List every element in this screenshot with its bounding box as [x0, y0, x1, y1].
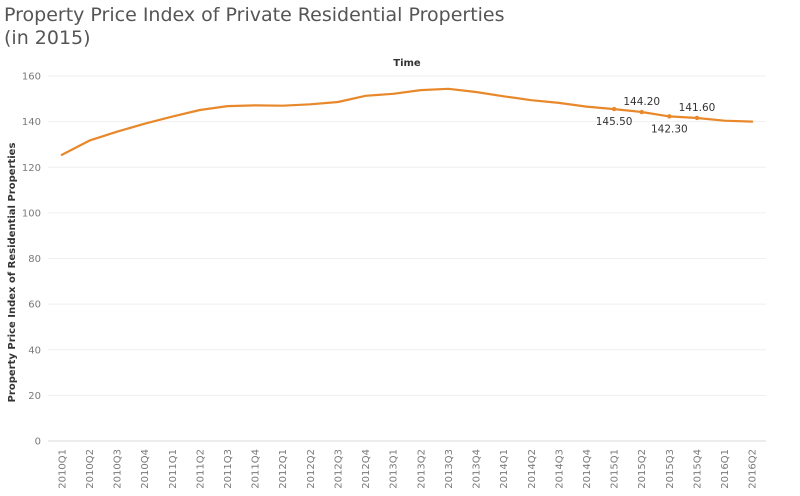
- x-tick-label: 2013Q2: [416, 449, 427, 489]
- x-tick-label: 2012Q2: [306, 449, 317, 489]
- chart-title-line-1: Property Price Index of Private Resident…: [4, 4, 505, 26]
- data-label: 142.30: [651, 123, 688, 135]
- series: [60, 87, 754, 156]
- data-label: 144.20: [623, 96, 660, 108]
- data-labels: 145.50 144.20 142.30 141.60: [596, 96, 716, 135]
- chart-title-line-2: (in 2015): [4, 27, 91, 49]
- x-tick-label: 2010Q2: [85, 449, 96, 489]
- x-axis-title: Time: [393, 58, 421, 69]
- x-tick-label: 2015Q2: [637, 449, 648, 489]
- data-point: [639, 109, 644, 115]
- y-tick-label: 100: [22, 208, 41, 219]
- y-tick-label: 0: [35, 437, 41, 448]
- x-tick-label: 2011Q4: [251, 449, 262, 489]
- x-tick-label: 2014Q1: [499, 449, 510, 489]
- y-tick-label: 60: [28, 300, 41, 311]
- x-tick-label: 2014Q3: [554, 449, 565, 489]
- y-tick-label: 140: [22, 117, 41, 128]
- x-tick-label: 2016Q2: [748, 449, 759, 489]
- x-tick-label: 2010Q3: [113, 449, 124, 489]
- y-tick-label: 40: [28, 345, 41, 356]
- data-label: 141.60: [679, 102, 716, 114]
- y-axis-ticks: 0 20 40 60 80 100 120 140 160: [22, 72, 41, 448]
- x-tick-label: 2015Q1: [610, 449, 621, 489]
- x-tick-label: 2012Q3: [333, 449, 344, 489]
- x-axis-ticks: 2010Q1 2010Q2 2010Q3 2010Q4 2011Q1 2011Q2 2011…: [57, 449, 758, 489]
- y-axis-title: Property Price Index of Residential Prop…: [7, 143, 18, 403]
- x-tick-label: 2015Q4: [692, 449, 703, 489]
- x-tick-label: 2016Q1: [720, 449, 731, 489]
- x-tick-label: 2014Q4: [582, 449, 593, 489]
- y-tick-label: 120: [22, 163, 41, 174]
- data-point: [694, 115, 700, 121]
- x-tick-label: 2013Q1: [389, 449, 400, 489]
- x-tick-label: 2010Q1: [57, 449, 68, 489]
- x-tick-label: 2012Q1: [278, 449, 289, 489]
- gridlines: [48, 75, 766, 442]
- x-tick-label: 2013Q3: [444, 449, 455, 489]
- x-tick-label: 2012Q4: [361, 449, 372, 489]
- y-tick-label: 160: [22, 72, 41, 83]
- y-tick-label: 20: [28, 391, 41, 402]
- y-tick-label: 80: [28, 254, 41, 265]
- data-point: [667, 114, 672, 119]
- data-point: [611, 106, 617, 112]
- chart-title: Property Price Index of Private Resident…: [4, 4, 505, 50]
- data-label: 145.50: [596, 116, 633, 128]
- x-tick-label: 2010Q4: [140, 449, 151, 489]
- x-tick-label: 2011Q1: [168, 449, 179, 489]
- x-tick-label: 2015Q3: [665, 449, 676, 489]
- x-tick-label: 2013Q4: [472, 449, 483, 489]
- x-tick-label: 2011Q2: [195, 449, 206, 489]
- series-line: [60, 87, 754, 156]
- x-tick-label: 2014Q2: [527, 449, 538, 489]
- x-tick-label: 2011Q3: [223, 449, 234, 489]
